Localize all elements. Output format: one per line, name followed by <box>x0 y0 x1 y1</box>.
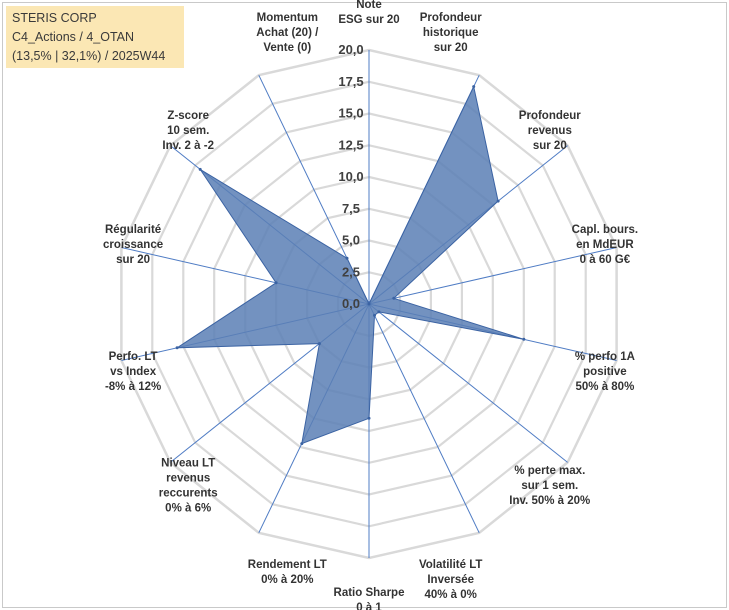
tick-label: 17,5 <box>338 74 363 89</box>
tick-label: 2,5 <box>342 264 360 279</box>
axis-label: Volatilité LT Inversée 40% à 0% <box>419 559 482 601</box>
data-point <box>367 302 371 306</box>
axis-label-line: 0% à 6% <box>165 503 211 515</box>
axis-label-line: Inv. 2 à -2 <box>162 140 214 152</box>
axis-label-line: positive <box>583 366 626 378</box>
axis-label-line: reccurents <box>159 488 218 500</box>
chart-title-box: STERIS CORP C4_Actions / 4_OTAN (13,5% |… <box>6 6 184 68</box>
data-point <box>373 313 376 317</box>
axis-spoke <box>368 303 480 534</box>
axis-label: Capl. bours. en MdEUR 0 à 60 G€ <box>572 224 638 266</box>
axis-label-line: Rendement LT <box>248 559 327 571</box>
axis-label-line: Momentum <box>257 12 318 24</box>
axis-label-line: 50% à 80% <box>575 381 634 393</box>
axis-label-line: ESG sur 20 <box>338 14 399 26</box>
axis-label-line: Ratio Sharpe <box>334 587 405 599</box>
data-point <box>300 442 304 446</box>
axis-label-line: 40% à 0% <box>424 589 476 601</box>
axis-label: Niveau LT revenus reccurents 0% à 6% <box>159 458 218 515</box>
axis-label-line: Inv. 50% à 20% <box>509 495 590 507</box>
axis-label-line: croissance <box>103 239 163 251</box>
axis-label-line: 0% à 20% <box>261 574 313 586</box>
axis-label: Note ESG sur 20 <box>338 0 399 26</box>
data-point <box>317 342 321 346</box>
axis-label-line: Régularité <box>105 224 161 236</box>
axis-label: % perfo 1A positive 50% à 80% <box>575 351 635 393</box>
axis-label-line: 10 sem. <box>167 125 209 137</box>
data-point <box>496 199 500 203</box>
axis-label: Z-score 10 sem. Inv. 2 à -2 <box>162 110 214 152</box>
axis-label-line: vs Index <box>110 366 157 378</box>
axis-label-line: Z-score <box>167 110 209 122</box>
company-name: STERIS CORP <box>12 11 97 25</box>
axis-label-line: Perfo. LT <box>109 351 158 363</box>
data-series <box>175 85 526 446</box>
data-point <box>392 296 396 300</box>
axis-label-line: sur 20 <box>434 42 468 54</box>
axis-label-line: Achat (20) / <box>256 27 319 39</box>
axis-label-line: revenus <box>528 125 572 137</box>
axis-label-line: Vente (0) <box>263 42 311 54</box>
axis-label-line: 0 à 60 G€ <box>580 254 631 266</box>
axis-label-line: 0 à 1 <box>356 602 382 610</box>
data-point <box>274 281 278 285</box>
axis-label-line: en MdEUR <box>576 239 634 251</box>
data-point <box>522 337 526 341</box>
axis-label: Momentum Achat (20) / Vente (0) <box>256 12 319 54</box>
axis-label-line: revenus <box>166 473 210 485</box>
tick-label: 15,0 <box>338 106 363 121</box>
axis-label: Perfo. LT vs Index -8% à 12% <box>105 351 161 393</box>
axis-label-line: -8% à 12% <box>105 381 161 393</box>
axis-label: Profondeur revenus sur 20 <box>519 110 581 152</box>
tick-label: 5,0 <box>342 233 360 248</box>
data-point <box>367 416 371 420</box>
axis-label-line: sur 1 sem. <box>521 480 578 492</box>
data-point <box>472 85 476 89</box>
axis-label: % perte max. sur 1 sem. Inv. 50% à 20% <box>509 465 590 507</box>
axis-label-line: Profondeur <box>519 110 581 122</box>
portfolio-category: C4_Actions / 4_OTAN <box>12 30 135 44</box>
axis-label-line: Profondeur <box>420 12 482 24</box>
axis-label-line: % perte max. <box>514 465 585 477</box>
axis-label: Ratio Sharpe 0 à 1 <box>334 587 405 610</box>
data-point <box>175 346 179 350</box>
axis-label-line: sur 20 <box>533 140 567 152</box>
axis-label-line: Note <box>356 0 382 11</box>
axis-label-line: Volatilité LT <box>419 559 482 571</box>
axis-labels: Note ESG sur 20 Profondeur historique sur 20… <box>103 0 638 610</box>
tick-label: 20,0 <box>338 42 363 57</box>
axis-spoke <box>368 247 617 305</box>
tick-label: 12,5 <box>338 137 363 152</box>
tick-label: 10,0 <box>338 169 363 184</box>
axis-label-line: historique <box>423 27 479 39</box>
tick-label: 7,5 <box>342 201 360 216</box>
axis-label: Rendement LT 0% à 20% <box>248 559 327 586</box>
axis-label-line: sur 20 <box>116 254 150 266</box>
data-point <box>377 310 381 314</box>
axis-label: Profondeur historique sur 20 <box>420 12 482 54</box>
axis-spoke <box>368 303 568 463</box>
data-point <box>198 167 202 171</box>
data-point <box>345 256 349 260</box>
axis-label-line: % perfo 1A <box>575 351 635 363</box>
axis-label: Régularité croissance sur 20 <box>103 224 163 266</box>
axis-label-line: Inversée <box>427 574 474 586</box>
tick-labels: 0,0 2,5 5,0 7,5 10,0 12,5 15,0 17,5 20,0 <box>338 42 363 311</box>
tick-label: 0,0 <box>342 296 360 311</box>
axis-label-line: Niveau LT <box>161 458 215 470</box>
axis-label-line: Capl. bours. <box>572 224 638 236</box>
score-summary: (13,5% | 32,1%) / 2025W44 <box>12 49 166 63</box>
